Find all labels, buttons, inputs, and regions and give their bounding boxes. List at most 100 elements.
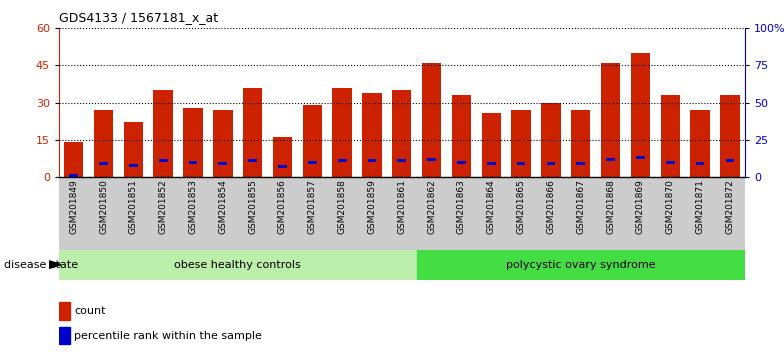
Bar bbox=[189, 161, 198, 164]
Text: GSM201852: GSM201852 bbox=[158, 179, 168, 234]
Bar bbox=[219, 162, 227, 165]
Bar bbox=[243, 88, 263, 177]
Bar bbox=[695, 162, 704, 165]
Bar bbox=[368, 159, 376, 162]
Text: GSM201865: GSM201865 bbox=[517, 179, 525, 234]
Bar bbox=[59, 327, 70, 344]
Bar bbox=[422, 63, 441, 177]
Bar bbox=[566, 28, 596, 177]
Bar bbox=[596, 177, 626, 250]
Bar bbox=[332, 88, 352, 177]
Bar bbox=[715, 28, 745, 177]
Bar bbox=[118, 177, 148, 250]
Bar bbox=[715, 177, 745, 250]
Text: GSM201872: GSM201872 bbox=[725, 179, 735, 234]
Text: GSM201849: GSM201849 bbox=[69, 179, 78, 234]
Text: GSM201857: GSM201857 bbox=[308, 179, 317, 234]
Bar bbox=[64, 142, 83, 177]
Bar bbox=[338, 159, 347, 162]
Bar bbox=[267, 28, 297, 177]
Bar bbox=[357, 28, 387, 177]
Bar bbox=[685, 28, 715, 177]
Bar bbox=[417, 250, 745, 280]
Bar bbox=[417, 28, 447, 177]
Bar bbox=[278, 165, 287, 168]
Text: GSM201855: GSM201855 bbox=[249, 179, 257, 234]
Bar bbox=[387, 28, 417, 177]
Text: GSM201851: GSM201851 bbox=[129, 179, 138, 234]
Bar bbox=[59, 302, 70, 320]
Bar bbox=[303, 105, 322, 177]
Text: GSM201858: GSM201858 bbox=[338, 179, 347, 234]
Bar bbox=[154, 90, 173, 177]
Text: GSM201853: GSM201853 bbox=[188, 179, 198, 234]
Bar bbox=[327, 28, 357, 177]
Bar bbox=[725, 159, 735, 162]
Text: percentile rank within the sample: percentile rank within the sample bbox=[74, 331, 263, 341]
Bar bbox=[183, 108, 203, 177]
Bar bbox=[477, 177, 506, 250]
Bar bbox=[213, 110, 233, 177]
Bar bbox=[691, 110, 710, 177]
Bar bbox=[357, 177, 387, 250]
Bar bbox=[392, 90, 412, 177]
Bar bbox=[89, 177, 118, 250]
Bar bbox=[626, 177, 655, 250]
Bar bbox=[457, 161, 466, 164]
Bar bbox=[666, 161, 674, 164]
Bar bbox=[517, 162, 525, 165]
Bar bbox=[208, 28, 238, 177]
Bar bbox=[129, 164, 138, 167]
Bar bbox=[447, 28, 477, 177]
Bar bbox=[267, 177, 297, 250]
Bar bbox=[636, 156, 644, 159]
Bar bbox=[148, 28, 178, 177]
Text: GSM201863: GSM201863 bbox=[457, 179, 466, 234]
Bar bbox=[571, 110, 590, 177]
Text: GSM201866: GSM201866 bbox=[546, 179, 555, 234]
Text: GSM201861: GSM201861 bbox=[397, 179, 406, 234]
Bar bbox=[506, 177, 536, 250]
Bar bbox=[94, 110, 113, 177]
Bar bbox=[178, 177, 208, 250]
Bar bbox=[238, 28, 267, 177]
Bar bbox=[720, 95, 739, 177]
Bar bbox=[397, 159, 406, 162]
Bar bbox=[238, 177, 267, 250]
Bar bbox=[297, 28, 327, 177]
Bar bbox=[59, 28, 89, 177]
Bar bbox=[249, 159, 257, 162]
Bar bbox=[118, 28, 148, 177]
Text: GSM201856: GSM201856 bbox=[278, 179, 287, 234]
Bar bbox=[601, 63, 620, 177]
Bar bbox=[308, 161, 317, 164]
Bar bbox=[273, 137, 292, 177]
Bar bbox=[327, 177, 357, 250]
Polygon shape bbox=[49, 261, 61, 268]
Text: count: count bbox=[74, 306, 106, 316]
Bar bbox=[487, 162, 495, 165]
Bar bbox=[506, 28, 536, 177]
Bar bbox=[297, 177, 327, 250]
Bar bbox=[417, 177, 447, 250]
Bar bbox=[124, 122, 143, 177]
Bar bbox=[427, 158, 436, 161]
Text: GSM201871: GSM201871 bbox=[695, 179, 705, 234]
Bar bbox=[477, 28, 506, 177]
Bar bbox=[596, 28, 626, 177]
Bar bbox=[626, 28, 655, 177]
Text: GSM201867: GSM201867 bbox=[576, 179, 586, 234]
Bar bbox=[661, 95, 680, 177]
Bar bbox=[69, 174, 78, 177]
Text: disease state: disease state bbox=[4, 260, 78, 270]
Bar bbox=[481, 113, 501, 177]
Bar bbox=[148, 177, 178, 250]
Bar bbox=[655, 177, 685, 250]
Bar bbox=[452, 95, 471, 177]
Bar bbox=[59, 177, 89, 250]
Bar bbox=[447, 177, 477, 250]
Bar bbox=[606, 158, 615, 161]
Bar bbox=[685, 177, 715, 250]
Bar bbox=[362, 93, 382, 177]
Text: GSM201868: GSM201868 bbox=[606, 179, 615, 234]
